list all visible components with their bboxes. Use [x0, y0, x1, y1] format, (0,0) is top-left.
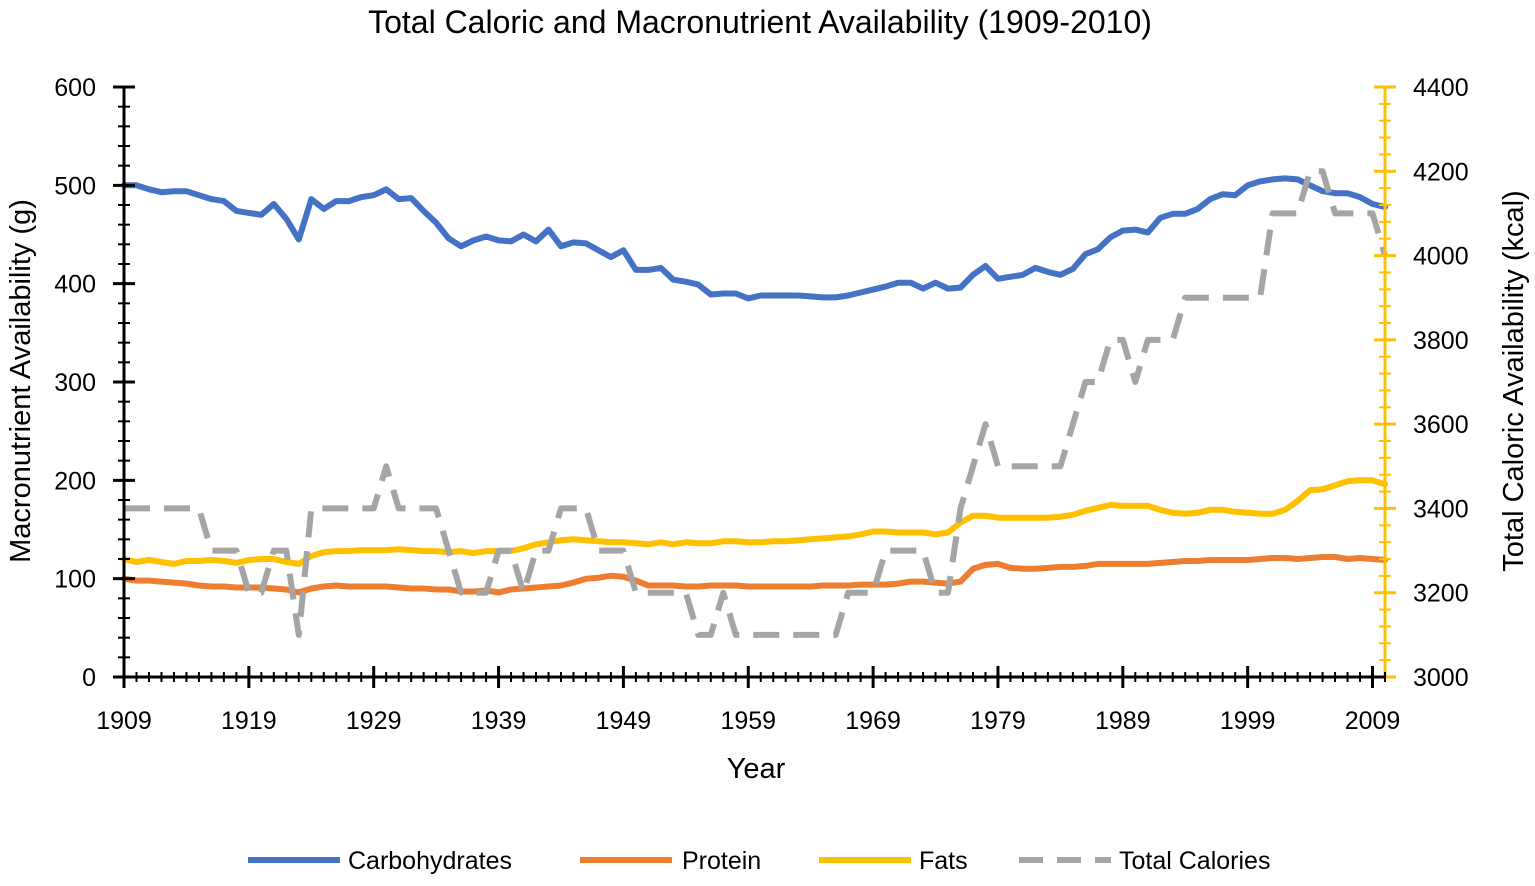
x-tick-label: 1929 — [346, 707, 402, 735]
y-tick-label: 200 — [54, 467, 96, 495]
y2-tick-label: 4400 — [1413, 74, 1469, 102]
y-tick-label: 0 — [82, 664, 96, 692]
y2-tick-label: 4000 — [1413, 243, 1469, 271]
x-tick-label: 1989 — [1095, 707, 1151, 735]
y2-tick-label: 3400 — [1413, 495, 1469, 523]
x-tick-label: 1959 — [720, 707, 776, 735]
x-tick-label: 1979 — [970, 707, 1026, 735]
y2-axis-title: Total Caloric Availability (kcal) — [1498, 190, 1530, 571]
series-line-total-calories — [124, 168, 1388, 638]
x-tick-label: 2009 — [1345, 707, 1401, 735]
series-line-protein — [121, 554, 1388, 596]
x-tick-label: 1949 — [596, 707, 652, 735]
x-tick-label: 1939 — [471, 707, 527, 735]
y-tick-label: 600 — [54, 74, 96, 102]
legend: Carbohydrates Protein Fats Total Calories — [248, 847, 1270, 875]
legend-label-carbohydrates: Carbohydrates — [348, 847, 512, 875]
x-tick-label: 1909 — [96, 707, 152, 735]
x-tick-label: 1999 — [1220, 707, 1276, 735]
series-layer — [121, 168, 1388, 638]
axes-layer: 0 100 200 300 400 500 600 3000 3200 3400 3600 3800 4… — [54, 74, 1468, 735]
y2-tick-label: 3600 — [1413, 411, 1469, 439]
legend-label-protein: Protein — [682, 847, 761, 875]
y-axis-title: Macronutrient Availability (g) — [5, 199, 37, 563]
y-tick-label: 500 — [54, 172, 96, 200]
x-axis-title: Year — [727, 753, 786, 785]
series-line-fats — [121, 477, 1388, 567]
x-tick-label: 1919 — [221, 707, 277, 735]
y2-tick-label: 4200 — [1413, 158, 1469, 186]
y-tick-label: 100 — [54, 566, 96, 594]
chart-title: Total Caloric and Macronutrient Availabi… — [368, 4, 1152, 40]
y2-tick-label: 3200 — [1413, 580, 1469, 608]
legend-label-total-calories: Total Calories — [1119, 847, 1270, 875]
legend-label-fats: Fats — [919, 847, 968, 875]
y2-tick-label: 3000 — [1413, 664, 1469, 692]
series-line-carbohydrates — [121, 175, 1388, 302]
y2-tick-label: 3800 — [1413, 327, 1469, 355]
x-tick-label: 1969 — [845, 707, 901, 735]
y-tick-label: 400 — [54, 271, 96, 299]
y-tick-label: 300 — [54, 369, 96, 397]
